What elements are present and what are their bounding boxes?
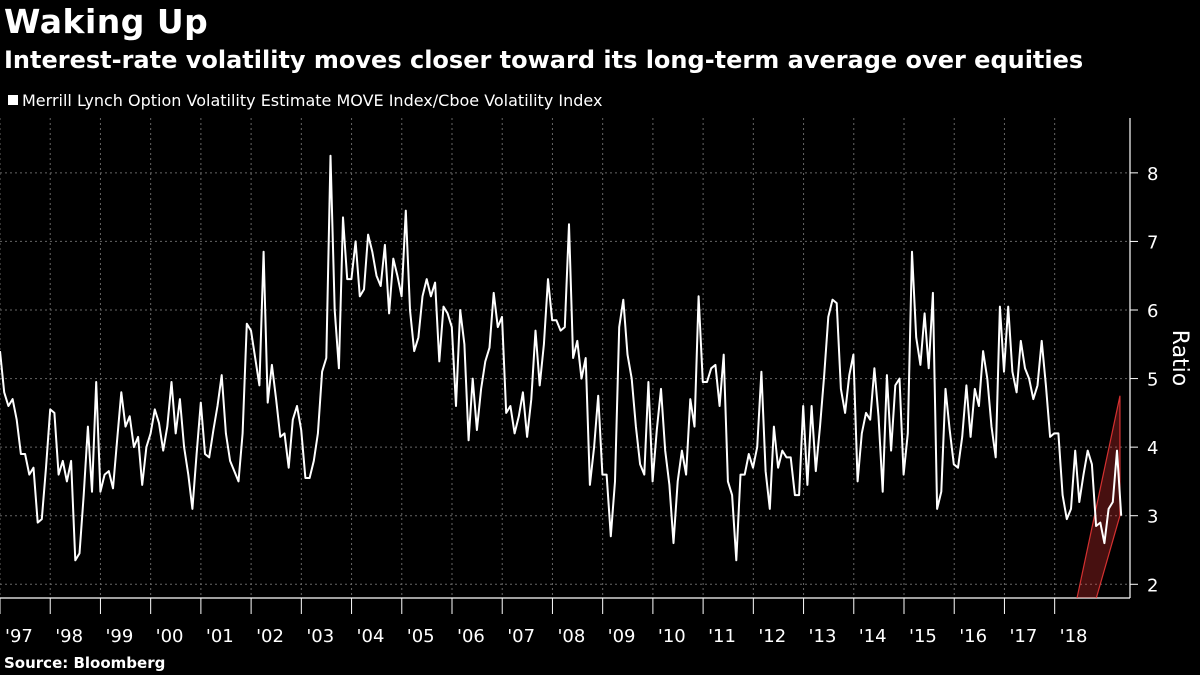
x-tick-label: '99 (105, 626, 133, 647)
x-tick-label: '11 (708, 626, 736, 647)
x-tick-label: '12 (758, 626, 786, 647)
chart-subtitle: Interest-rate volatility moves closer to… (4, 46, 1084, 74)
x-tick-label: '14 (859, 626, 887, 647)
x-tick-label: '03 (306, 626, 334, 647)
legend: Merrill Lynch Option Volatility Estimate… (8, 90, 602, 112)
y-tick-label: 3 (1147, 507, 1158, 528)
y-tick-label: 4 (1147, 438, 1158, 459)
x-tick-label: '97 (5, 626, 33, 647)
y-tick-label: 5 (1147, 370, 1158, 391)
x-tick-label: '00 (156, 626, 184, 647)
x-tick-label: '07 (507, 626, 535, 647)
y-tick-label: 2 (1147, 575, 1158, 596)
x-tick-label: '18 (1060, 626, 1088, 647)
x-tick-label: '01 (206, 626, 234, 647)
x-tick-label: '15 (909, 626, 937, 647)
y-tick-label: 7 (1147, 232, 1158, 253)
y-tick-label: 8 (1147, 164, 1158, 185)
x-tick-label: '13 (809, 626, 837, 647)
chart-title: Waking Up (4, 2, 209, 41)
x-tick-label: '04 (357, 626, 385, 647)
legend-swatch (8, 95, 18, 105)
x-tick-label: '08 (557, 626, 585, 647)
x-tick-label: '02 (256, 626, 284, 647)
source-note: Source: Bloomberg (4, 654, 166, 672)
x-tick-label: '10 (658, 626, 686, 647)
y-axis-label: Ratio (1167, 330, 1192, 386)
x-tick-label: '06 (457, 626, 485, 647)
x-tick-label: '09 (608, 626, 636, 647)
highlight-channel (1076, 395, 1121, 598)
x-tick-label: '05 (407, 626, 435, 647)
x-tick-label: '17 (1009, 626, 1037, 647)
series-line (0, 154, 1123, 562)
legend-label: Merrill Lynch Option Volatility Estimate… (22, 91, 603, 110)
x-tick-label: '16 (959, 626, 987, 647)
y-tick-label: 6 (1147, 301, 1158, 322)
x-tick-label: '98 (55, 626, 83, 647)
